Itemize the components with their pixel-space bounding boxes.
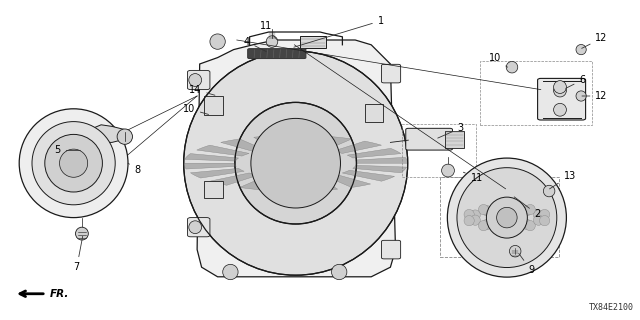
- Ellipse shape: [576, 91, 586, 101]
- Ellipse shape: [117, 129, 132, 144]
- Ellipse shape: [470, 215, 481, 225]
- Polygon shape: [221, 139, 266, 152]
- Polygon shape: [197, 40, 396, 277]
- Ellipse shape: [497, 207, 517, 228]
- Ellipse shape: [576, 44, 586, 55]
- Text: 5: 5: [54, 145, 81, 156]
- Ellipse shape: [554, 81, 566, 93]
- Ellipse shape: [482, 219, 492, 229]
- Ellipse shape: [540, 216, 550, 226]
- Ellipse shape: [543, 185, 555, 197]
- Polygon shape: [185, 154, 239, 161]
- Ellipse shape: [554, 103, 566, 116]
- Text: 10: 10: [182, 104, 209, 115]
- Text: 3: 3: [438, 123, 464, 138]
- Ellipse shape: [32, 122, 115, 205]
- Polygon shape: [184, 163, 236, 169]
- Ellipse shape: [76, 227, 88, 240]
- Ellipse shape: [502, 203, 512, 213]
- Ellipse shape: [184, 51, 408, 275]
- Ellipse shape: [45, 134, 102, 192]
- Text: 11: 11: [259, 20, 276, 39]
- Ellipse shape: [502, 222, 512, 233]
- Ellipse shape: [189, 74, 202, 86]
- Ellipse shape: [447, 158, 566, 277]
- Ellipse shape: [479, 204, 489, 215]
- Polygon shape: [276, 178, 300, 191]
- Ellipse shape: [525, 204, 535, 215]
- Ellipse shape: [223, 264, 238, 280]
- Polygon shape: [314, 137, 352, 150]
- Ellipse shape: [525, 220, 535, 231]
- Ellipse shape: [189, 221, 202, 234]
- Ellipse shape: [479, 220, 489, 231]
- Ellipse shape: [464, 216, 474, 226]
- Text: 1: 1: [294, 16, 384, 47]
- Polygon shape: [342, 170, 395, 181]
- FancyBboxPatch shape: [365, 104, 383, 122]
- Ellipse shape: [533, 215, 543, 225]
- FancyBboxPatch shape: [381, 240, 401, 259]
- Polygon shape: [355, 157, 408, 163]
- Polygon shape: [210, 173, 259, 185]
- FancyBboxPatch shape: [300, 36, 326, 48]
- Polygon shape: [348, 148, 401, 158]
- Text: 11: 11: [463, 172, 483, 183]
- Polygon shape: [306, 177, 338, 191]
- FancyBboxPatch shape: [248, 49, 306, 59]
- Ellipse shape: [60, 149, 88, 177]
- Polygon shape: [191, 168, 244, 178]
- Ellipse shape: [502, 204, 512, 214]
- Polygon shape: [253, 136, 285, 149]
- FancyBboxPatch shape: [381, 64, 401, 83]
- Ellipse shape: [251, 118, 340, 208]
- Text: 8: 8: [128, 163, 141, 175]
- Ellipse shape: [210, 34, 225, 49]
- Polygon shape: [292, 135, 315, 148]
- Polygon shape: [239, 176, 277, 190]
- Ellipse shape: [442, 164, 454, 177]
- Text: FR.: FR.: [50, 289, 69, 299]
- Text: 14: 14: [189, 84, 215, 95]
- Ellipse shape: [506, 61, 518, 73]
- Text: 9: 9: [519, 253, 534, 276]
- Ellipse shape: [235, 102, 356, 224]
- Ellipse shape: [470, 210, 481, 220]
- Polygon shape: [196, 145, 249, 156]
- FancyBboxPatch shape: [204, 96, 223, 115]
- Ellipse shape: [509, 245, 521, 257]
- Text: TX84E2100: TX84E2100: [589, 303, 634, 312]
- FancyBboxPatch shape: [204, 181, 223, 198]
- Ellipse shape: [522, 206, 532, 216]
- Polygon shape: [326, 174, 371, 188]
- FancyBboxPatch shape: [188, 218, 210, 237]
- Polygon shape: [353, 165, 406, 173]
- Text: 7: 7: [74, 236, 83, 272]
- Polygon shape: [90, 125, 128, 142]
- Text: 4: 4: [243, 36, 266, 52]
- FancyBboxPatch shape: [445, 131, 464, 148]
- Ellipse shape: [457, 168, 557, 268]
- Ellipse shape: [332, 264, 347, 280]
- Text: 12: 12: [582, 33, 608, 48]
- Ellipse shape: [486, 197, 527, 238]
- Ellipse shape: [533, 210, 543, 220]
- Ellipse shape: [522, 219, 532, 229]
- Text: 2: 2: [514, 197, 541, 220]
- FancyBboxPatch shape: [538, 78, 586, 120]
- Text: 10: 10: [488, 52, 508, 67]
- FancyBboxPatch shape: [188, 70, 210, 90]
- Ellipse shape: [464, 209, 474, 220]
- Text: 12: 12: [582, 91, 608, 101]
- Polygon shape: [333, 141, 381, 153]
- FancyBboxPatch shape: [406, 128, 452, 150]
- Text: 6: 6: [566, 75, 586, 88]
- Ellipse shape: [540, 209, 550, 220]
- Ellipse shape: [266, 36, 278, 47]
- Ellipse shape: [502, 221, 512, 231]
- Ellipse shape: [19, 109, 128, 218]
- Text: 13: 13: [550, 171, 576, 189]
- Ellipse shape: [554, 84, 566, 97]
- Ellipse shape: [482, 206, 492, 216]
